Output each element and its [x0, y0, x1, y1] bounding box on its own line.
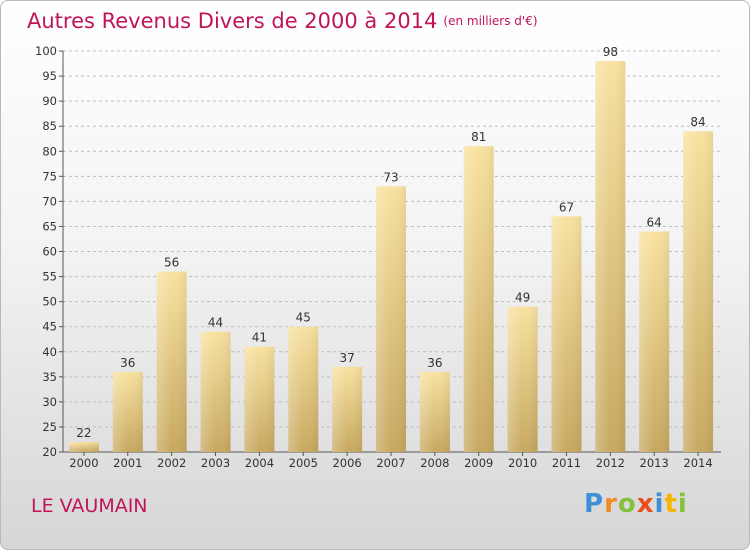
logo-letter: t [664, 489, 678, 519]
value-label: 56 [164, 256, 179, 270]
x-tick-label: 2013 [640, 456, 669, 470]
y-tick-label: 65 [42, 219, 57, 233]
logo-letter: x [636, 489, 655, 519]
y-tick-label: 80 [42, 144, 57, 158]
value-label: 81 [471, 130, 486, 144]
bar-sheen [683, 131, 714, 452]
y-tick-label: 75 [42, 169, 57, 183]
x-tick-label: 2000 [69, 456, 98, 470]
chart-title: Autres Revenus Divers de 2000 à 2014 (en … [27, 9, 538, 33]
y-tick-label: 60 [42, 245, 57, 259]
y-tick-label: 25 [42, 420, 57, 434]
bar-sheen [463, 146, 494, 453]
labels: 20 25 30 35 40 45 50 55 60 65 70 75 80 85 90 95 100 22 200… [35, 44, 713, 470]
x-tick-label: 2010 [508, 456, 537, 470]
x-tick-label: 2007 [376, 456, 405, 470]
value-label: 45 [296, 311, 311, 325]
value-label: 44 [208, 316, 223, 330]
x-tick-label: 2006 [332, 456, 361, 470]
bar-sheen [507, 306, 538, 452]
y-tick-label: 55 [42, 270, 57, 284]
y-tick-label: 100 [35, 44, 57, 58]
value-label: 49 [515, 291, 530, 305]
bars [68, 61, 714, 453]
logo-letter: i [677, 489, 688, 519]
chart-subtitle: (en milliers d'€) [443, 14, 538, 28]
value-label: 36 [120, 356, 135, 370]
bar-sheen [639, 231, 670, 452]
bar-sheen [332, 366, 363, 452]
value-label: 73 [383, 170, 398, 184]
y-tick-label: 30 [42, 395, 57, 409]
bar-sheen [419, 371, 450, 452]
logo-letter: o [617, 489, 637, 519]
bar-sheen [68, 441, 99, 452]
y-tick-label: 50 [42, 295, 57, 309]
value-label: 36 [427, 356, 442, 370]
x-tick-label: 2001 [113, 456, 142, 470]
bar-sheen [376, 186, 406, 452]
logo-letter: P [584, 489, 605, 519]
place-name: LE VAUMAIN [31, 495, 148, 517]
y-tick-label: 90 [42, 94, 57, 108]
value-label: 67 [559, 200, 574, 214]
chart-title-text: Autres Revenus Divers de 2000 à 2014 [27, 9, 438, 33]
x-tick-label: 2011 [552, 456, 581, 470]
y-tick-label: 45 [42, 320, 57, 334]
x-tick-label: 2005 [289, 456, 318, 470]
logo-letter: i [654, 489, 665, 519]
x-tick-label: 2012 [596, 456, 625, 470]
y-tick-label: 70 [42, 194, 57, 208]
y-tick-label: 95 [42, 69, 57, 83]
x-tick-label: 2009 [464, 456, 493, 470]
bar-sheen [595, 61, 626, 453]
bar-sheen [112, 371, 143, 452]
value-label: 41 [252, 331, 267, 345]
bar-sheen [200, 331, 231, 452]
value-label: 84 [690, 115, 705, 129]
y-tick-label: 40 [42, 345, 57, 359]
bar-sheen [244, 346, 275, 452]
value-label: 37 [339, 351, 354, 365]
logo-letter: r [604, 489, 618, 519]
bar-sheen [288, 326, 319, 452]
proxiti-logo: Proxiti [584, 489, 688, 519]
x-tick-label: 2014 [683, 456, 712, 470]
value-label: 98 [603, 45, 618, 59]
bar-sheen [156, 271, 187, 452]
bar-sheen [551, 216, 582, 452]
y-tick-label: 85 [42, 119, 57, 133]
y-tick-label: 20 [42, 445, 57, 459]
x-tick-label: 2008 [420, 456, 449, 470]
value-label: 22 [76, 426, 91, 440]
value-label: 64 [647, 215, 662, 229]
y-tick-label: 35 [42, 370, 57, 384]
x-tick-label: 2002 [157, 456, 186, 470]
x-tick-label: 2003 [201, 456, 230, 470]
x-tick-label: 2004 [245, 456, 274, 470]
